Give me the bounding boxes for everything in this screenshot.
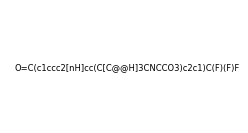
Text: O=C(c1ccc2[nH]cc(C[C@@H]3CNCCO3)c2c1)C(F)(F)F: O=C(c1ccc2[nH]cc(C[C@@H]3CNCCO3)c2c1)C(F… bbox=[14, 63, 240, 72]
